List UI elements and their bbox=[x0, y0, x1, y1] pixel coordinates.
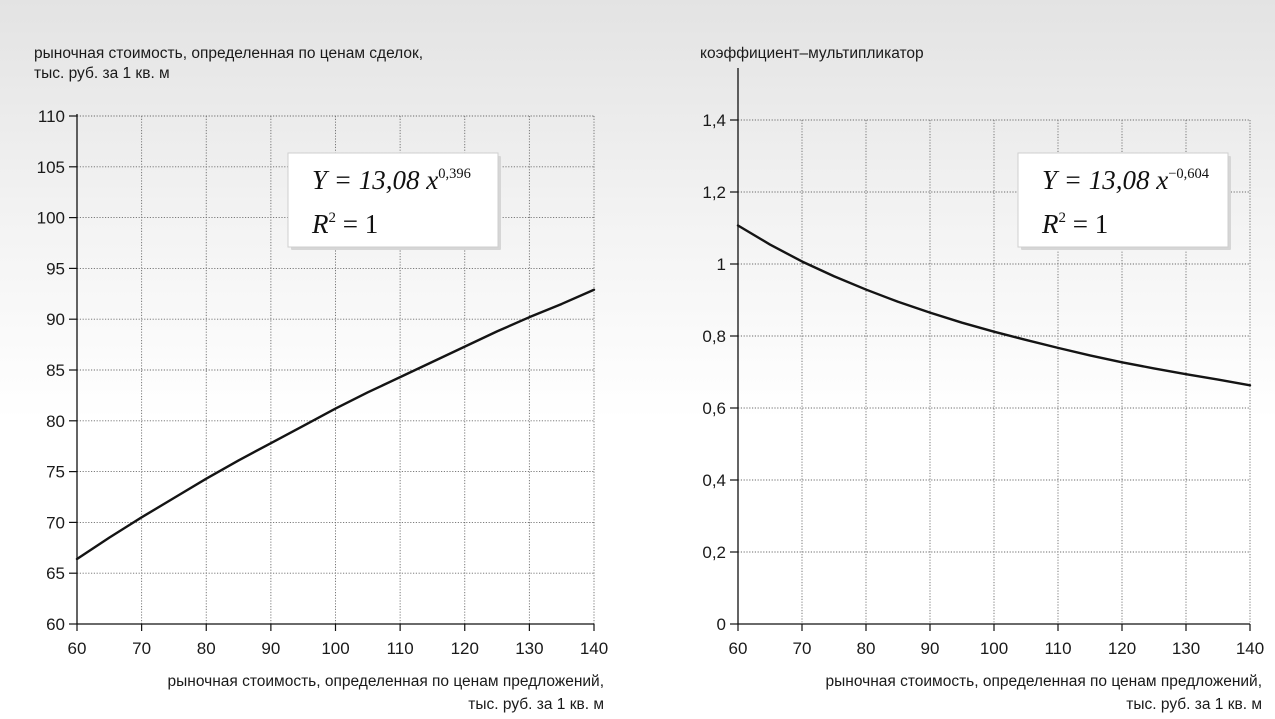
x-tick-label: 80 bbox=[857, 639, 876, 658]
x-tick-group: 60 70 80 90 100 110 120 130 140 bbox=[729, 624, 1264, 658]
series-line bbox=[736, 224, 1252, 387]
equation-text: Y = 13,08 x0,396 bbox=[312, 165, 471, 195]
y-tick-label: 0,8 bbox=[702, 327, 726, 346]
x-tick-label: 100 bbox=[980, 639, 1008, 658]
r-squared-value: = 1 bbox=[336, 209, 378, 239]
r-squared-text: R2 = 1 bbox=[311, 209, 378, 239]
y-tick-label: 0,4 bbox=[702, 471, 726, 490]
y-tick-label: 1 bbox=[717, 255, 726, 274]
y-tick-label: 1,2 bbox=[702, 183, 726, 202]
x-tick-label: 90 bbox=[261, 639, 280, 658]
equation-box bbox=[1017, 152, 1229, 248]
x-tick-label: 70 bbox=[132, 639, 151, 658]
r-squared-value: = 1 bbox=[1066, 209, 1108, 239]
r-squared-power: 2 bbox=[329, 210, 337, 226]
r-squared-text: R2 = 1 bbox=[1041, 209, 1108, 239]
y-tick-label: 65 bbox=[46, 564, 65, 583]
x-tick-label: 120 bbox=[451, 639, 479, 658]
equation-box bbox=[287, 152, 499, 248]
y-axis-title: рыночная стоимость, определенная по цена… bbox=[34, 45, 423, 62]
equation-main: Y = 13,08 x bbox=[312, 165, 438, 195]
equation-main: Y = 13,08 x bbox=[1042, 165, 1168, 195]
r-squared-power: 2 bbox=[1059, 210, 1067, 226]
equation-exponent: 0,396 bbox=[438, 166, 471, 182]
y-axis-title: тыс. руб. за 1 кв. м bbox=[34, 65, 170, 82]
x-tick-label: 140 bbox=[580, 639, 608, 658]
series-line bbox=[75, 288, 596, 561]
y-tick-label: 105 bbox=[37, 158, 65, 177]
x-tick-label: 120 bbox=[1108, 639, 1136, 658]
y-tick-label: 80 bbox=[46, 412, 65, 431]
x-tick-label: 140 bbox=[1236, 639, 1264, 658]
y-tick-label: 110 bbox=[38, 107, 65, 126]
x-tick-label: 130 bbox=[515, 639, 543, 658]
x-tick-label: 80 bbox=[197, 639, 216, 658]
y-tick-group: 0 0,2 0,4 0,6 0,8 1 1,2 1,4 bbox=[702, 111, 738, 634]
y-tick-label: 0,2 bbox=[702, 543, 726, 562]
x-tick-group: 60 70 80 90 100 110 120 130 140 bbox=[68, 624, 608, 658]
x-tick-label: 100 bbox=[321, 639, 349, 658]
y-tick-label: 75 bbox=[46, 463, 65, 482]
x-tick-label: 130 bbox=[1172, 639, 1200, 658]
x-tick-label: 70 bbox=[793, 639, 812, 658]
y-tick-label: 95 bbox=[46, 259, 65, 278]
r-squared-symbol: R bbox=[1041, 209, 1059, 239]
x-axis-title: рыночная стоимость, определенная по цена… bbox=[826, 673, 1262, 690]
equation-exponent: −0,604 bbox=[1168, 166, 1210, 182]
y-tick-label: 85 bbox=[46, 361, 65, 380]
y-tick-label: 0,6 bbox=[702, 399, 726, 418]
y-tick-label: 70 bbox=[46, 513, 65, 532]
x-tick-label: 110 bbox=[1044, 639, 1071, 658]
x-tick-label: 110 bbox=[387, 639, 414, 658]
equation-text: Y = 13,08 x−0,604 bbox=[1042, 165, 1210, 195]
y-tick-group: 60 65 70 75 80 85 90 95 100 105 110 bbox=[37, 107, 77, 634]
y-tick-label: 60 bbox=[46, 615, 65, 634]
y-tick-label: 90 bbox=[46, 310, 65, 329]
x-tick-label: 60 bbox=[729, 639, 748, 658]
x-tick-label: 90 bbox=[921, 639, 940, 658]
y-axis-title: коэффициент–мультипликатор bbox=[700, 45, 924, 62]
x-tick-label: 60 bbox=[68, 639, 87, 658]
y-tick-label: 1,4 bbox=[702, 111, 726, 130]
x-axis-title: тыс. руб. за 1 кв. м bbox=[1126, 696, 1262, 713]
r-squared-symbol: R bbox=[311, 209, 329, 239]
x-axis-title: рыночная стоимость, определенная по цена… bbox=[168, 673, 604, 690]
y-tick-label: 100 bbox=[37, 209, 65, 228]
x-axis-title: тыс. руб. за 1 кв. м bbox=[468, 696, 604, 713]
y-tick-label: 0 bbox=[717, 615, 726, 634]
